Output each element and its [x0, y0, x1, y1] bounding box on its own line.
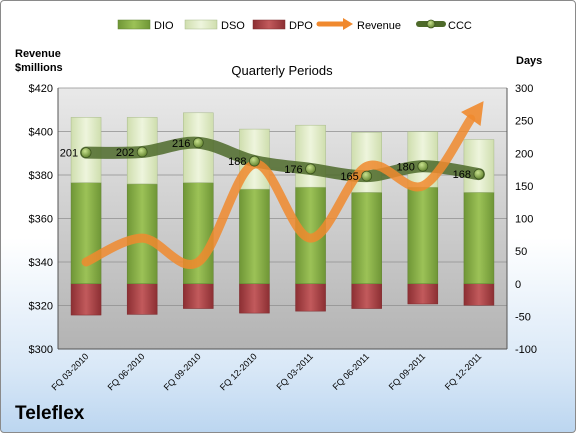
legend-label-ccc: CCC [448, 20, 472, 32]
bar-dpo [183, 283, 214, 309]
revenue-line [81, 114, 476, 269]
ccc-data-label: 202 [116, 147, 134, 159]
left-tick-label: $380 [29, 170, 53, 182]
left-tick-label: $400 [29, 127, 53, 139]
legend-swatch-dpo [252, 19, 286, 30]
legend: DIO DSO DPO Revenue CCC [117, 18, 472, 32]
line-series: 201 202 216 188 176 165 180 168 [60, 101, 485, 269]
bar-dpo [295, 283, 326, 312]
ccc-point [249, 155, 260, 167]
bar-dio [463, 192, 495, 284]
legend-arrowhead-revenue [343, 18, 353, 30]
right-tick-label: -50 [515, 311, 531, 323]
category-label: FQ 03-2010 [49, 351, 90, 392]
bar-dso [463, 139, 495, 193]
right-tick-label: 150 [515, 181, 533, 193]
ccc-point [473, 168, 485, 180]
bar-dpo [70, 283, 102, 316]
ccc-data-label: 216 [172, 138, 190, 150]
legend-swatch-dso [184, 19, 218, 30]
ccc-point [192, 137, 204, 149]
right-axis-label: Days [516, 55, 542, 67]
ccc-point [136, 146, 148, 158]
revenue-arrowhead [461, 101, 484, 126]
category-label: FQ 09-2011 [387, 351, 428, 392]
bar-dso [295, 124, 326, 188]
company-name: Teleflex [15, 403, 85, 424]
left-tick-label: $300 [29, 344, 53, 356]
ccc-data-label: 165 [340, 171, 358, 183]
left-axis-label-line1: Revenue [15, 48, 61, 60]
bar-dpo [351, 283, 382, 309]
ccc-point [361, 170, 373, 182]
category-label: FQ 06-2010 [106, 351, 147, 392]
legend-label-dpo: DPO [289, 20, 313, 32]
ccc-data-label: 180 [396, 161, 414, 173]
right-tick-label: -100 [515, 344, 537, 356]
left-tick-label: $320 [29, 301, 53, 313]
right-tick-label: 0 [515, 279, 521, 291]
right-tick-label: 100 [515, 214, 533, 226]
category-label: FQ 12-2011 [443, 351, 484, 392]
ccc-data-label: 201 [60, 148, 78, 160]
right-tick-label: 50 [515, 246, 527, 258]
legend-swatch-dio [117, 19, 151, 30]
legend-label-revenue: Revenue [357, 20, 401, 32]
left-tick-label: $340 [29, 257, 53, 269]
bar-dio [239, 188, 270, 284]
ccc-data-label: 188 [228, 156, 246, 168]
left-axis-label-line2: $millions [15, 62, 63, 74]
left-tick-label: $360 [29, 214, 53, 226]
category-label: FQ 12-2010 [218, 351, 259, 392]
category-label: FQ 09-2010 [162, 351, 203, 392]
right-tick-label: 250 [515, 116, 533, 128]
ccc-point [305, 163, 316, 175]
left-tick-label: $420 [29, 83, 53, 95]
right-tick-label: 200 [515, 148, 533, 160]
bar-dio [70, 182, 102, 284]
ccc-data-label: 176 [284, 164, 302, 176]
right-tick-label: 300 [515, 83, 533, 95]
category-label: FQ 06-2011 [331, 351, 372, 392]
legend-dot-ccc [426, 19, 436, 29]
bar-dio [351, 192, 382, 284]
bar-dpo [126, 283, 158, 315]
bar-dpo [463, 283, 495, 306]
ccc-point [417, 160, 429, 172]
ccc-point [80, 147, 92, 158]
chart-title: Quarterly Periods [231, 63, 333, 78]
legend-label-dio: DIO [154, 20, 174, 32]
legend-label-dso: DSO [221, 20, 245, 32]
ccc-data-label: 168 [453, 169, 471, 181]
bar-dio [407, 186, 439, 284]
category-label: FQ 03-2011 [274, 351, 315, 392]
bar-dpo [407, 283, 439, 305]
bar-dpo [239, 283, 270, 314]
